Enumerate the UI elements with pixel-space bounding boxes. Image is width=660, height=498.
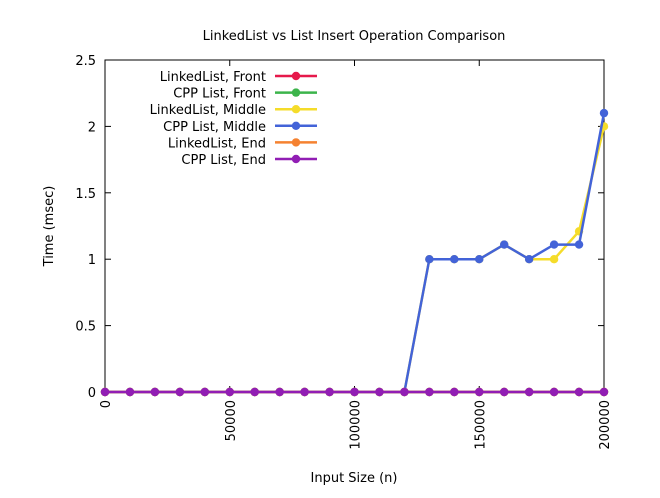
- legend-label: LinkedList, Middle: [150, 103, 266, 118]
- data-point: [175, 387, 185, 397]
- data-point: [599, 108, 609, 118]
- legend-label: CPP List, Front: [173, 87, 266, 102]
- x-tick-label: 50000: [224, 400, 239, 441]
- data-point: [425, 387, 434, 397]
- data-point: [574, 240, 584, 249]
- y-tick-label: 0: [88, 386, 96, 401]
- data-point: [524, 387, 534, 397]
- data-point: [475, 255, 484, 264]
- data-point: [475, 387, 484, 397]
- series-3: [100, 108, 609, 397]
- data-point: [250, 387, 259, 397]
- data-point: [549, 255, 559, 264]
- series-layer: [100, 108, 609, 397]
- legend-swatch-point: [291, 138, 301, 147]
- x-tick-label: 100000: [349, 400, 364, 450]
- legend-swatch-point: [291, 88, 301, 97]
- legend-swatch-point: [291, 71, 301, 81]
- series-5: [100, 387, 609, 397]
- y-tick-label: 2.5: [75, 54, 96, 69]
- chart-title: LinkedList vs List Insert Operation Comp…: [203, 29, 506, 44]
- data-point: [150, 387, 160, 397]
- y-tick-label: 0.5: [75, 320, 96, 335]
- legend-label: CPP List, Middle: [163, 120, 266, 135]
- y-tick-label: 2: [88, 120, 96, 135]
- data-point: [200, 387, 209, 397]
- y-tick-label: 1.5: [75, 187, 96, 202]
- x-tick-label: 150000: [473, 400, 488, 450]
- data-point: [599, 387, 609, 397]
- data-point: [450, 387, 459, 397]
- data-point: [549, 387, 559, 397]
- data-point: [300, 387, 309, 397]
- data-point: [325, 387, 334, 397]
- data-point: [450, 255, 459, 264]
- x-axis-label: Input Size (n): [311, 471, 398, 486]
- data-point: [524, 255, 534, 264]
- legend-label: LinkedList, Front: [160, 70, 266, 85]
- data-point: [100, 387, 110, 397]
- data-point: [425, 255, 434, 264]
- y-tick-label: 1: [88, 253, 96, 268]
- data-point: [500, 240, 509, 249]
- legend-swatch-point: [291, 154, 301, 164]
- data-point: [225, 387, 234, 397]
- legend-label: CPP List, End: [181, 153, 266, 168]
- data-point: [375, 387, 384, 397]
- y-axis-label: Time (msec): [42, 186, 57, 268]
- data-point: [275, 387, 284, 397]
- data-point: [350, 387, 359, 397]
- data-point: [400, 387, 409, 397]
- data-point: [549, 240, 559, 249]
- x-tick-label: 200000: [598, 400, 613, 450]
- legend-swatch-point: [291, 105, 301, 114]
- legend-swatch-point: [291, 121, 301, 130]
- x-tick-label: 0: [99, 400, 114, 408]
- data-point: [125, 387, 135, 397]
- data-point: [574, 387, 584, 397]
- legend-label: LinkedList, End: [168, 136, 266, 151]
- data-point: [500, 387, 509, 397]
- series-line: [105, 112, 606, 394]
